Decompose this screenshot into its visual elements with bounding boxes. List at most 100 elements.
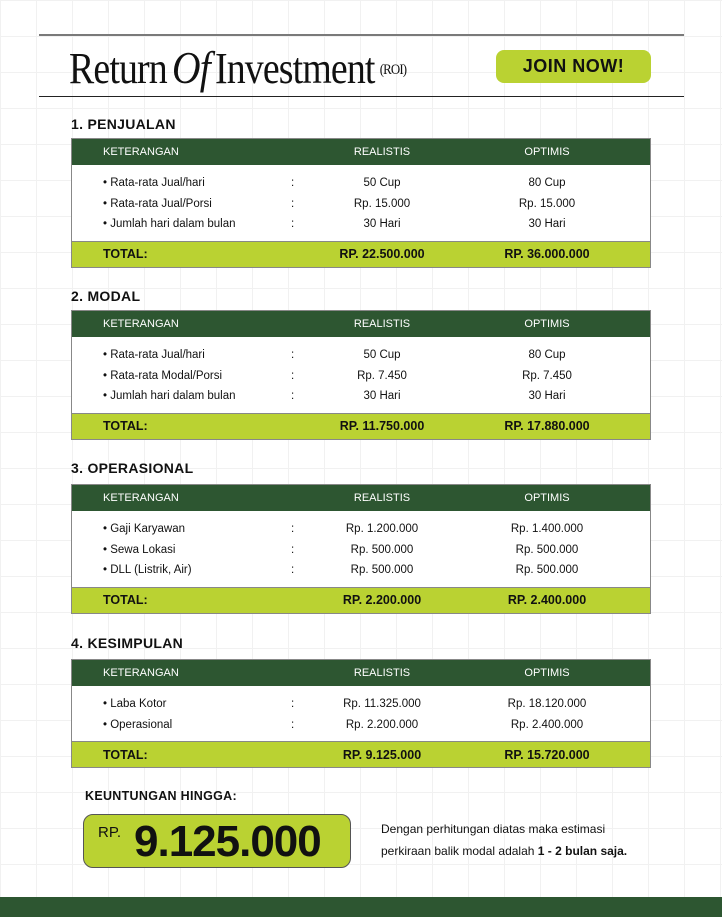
header-optimis: OPTIMIS <box>524 146 570 158</box>
table-row: • Sewa Lokasi: Rp. 500.000 Rp. 500.000 <box>72 540 650 561</box>
note-line-2: perkiraan balik modal adalah 1 - 2 bulan… <box>381 840 681 862</box>
row-realistis: Rp. 500.000 <box>350 564 414 577</box>
row-colon: : <box>291 349 295 362</box>
row-label: • DLL (Listrik, Air) <box>103 564 192 577</box>
title-investment: Investment <box>214 44 375 93</box>
table-row: • DLL (Listrik, Air): Rp. 500.000 Rp. 500.… <box>72 560 650 581</box>
total-row: TOTAL: RP. 11.750.000 RP. 17.880.000 <box>72 412 650 439</box>
total-realistis: RP. 11.750.000 <box>339 419 425 433</box>
total-label: TOTAL: <box>103 247 148 261</box>
table-operasional: KETERANGAN REALISTIS OPTIMIS • Gaji Karyawa… <box>71 484 651 614</box>
header-optimis: OPTIMIS <box>524 492 570 504</box>
row-label: • Laba Kotor <box>103 698 167 711</box>
header-realistis: REALISTIS <box>353 318 411 330</box>
row-colon: : <box>291 369 295 382</box>
row-label: • Rata-rata Jual/hari <box>103 349 205 362</box>
row-label: • Rata-rata Modal/Porsi <box>103 369 223 382</box>
total-label: TOTAL: <box>103 419 148 433</box>
header-keterangan: KETERANGAN <box>103 146 179 158</box>
row-label: • Operasional <box>103 718 173 731</box>
page-title: Return Of Investment (ROI) <box>69 40 407 97</box>
table-row: • Rata-rata Jual/Porsi: Rp. 15.000 Rp. 15.… <box>72 194 650 215</box>
total-row: TOTAL: RP. 9.125.000 RP. 15.720.000 <box>72 741 650 767</box>
total-realistis: RP. 2.200.000 <box>342 593 422 607</box>
row-label: • Jumlah hari dalam bulan <box>103 218 236 231</box>
header-rule <box>39 96 684 97</box>
row-colon: : <box>291 218 295 231</box>
row-colon: : <box>291 543 295 556</box>
row-realistis: Rp. 500.000 <box>350 543 414 556</box>
table-header: KETERANGAN REALISTIS OPTIMIS <box>72 311 650 337</box>
row-optimis: 30 Hari <box>528 390 566 403</box>
header-keterangan: KETERANGAN <box>103 667 179 679</box>
table-kesimpulan: KETERANGAN REALISTIS OPTIMIS • Laba Kotor: R… <box>71 659 651 768</box>
title-roi: (ROI) <box>379 62 407 78</box>
row-optimis: Rp. 15.000 <box>518 197 576 210</box>
row-label: • Sewa Lokasi <box>103 543 176 556</box>
row-realistis: Rp. 11.325.000 <box>343 698 421 711</box>
table-row: • Laba Kotor: Rp. 11.325.000 Rp. 18.120.00… <box>72 694 650 715</box>
row-colon: : <box>291 177 295 190</box>
section-title-kesimpulan: 4. KESIMPULAN <box>71 635 184 651</box>
note-line-1: Dengan perhitungan diatas maka estimasi <box>381 822 606 836</box>
table-row: • Rata-rata Jual/hari: 50 Cup 80 Cup <box>72 345 650 366</box>
header-optimis: OPTIMIS <box>524 667 570 679</box>
title-return: Return <box>69 44 168 93</box>
header-optimis: OPTIMIS <box>524 318 570 330</box>
table-row: • Jumlah hari dalam bulan: 30 Hari 30 Hari <box>72 214 650 235</box>
table-header: KETERANGAN REALISTIS OPTIMIS <box>72 485 650 511</box>
profit-box: RP. 9.125.000 <box>83 814 351 868</box>
table-row: • Rata-rata Modal/Porsi: Rp. 7.450 Rp. 7.4… <box>72 366 650 387</box>
row-realistis: 50 Cup <box>363 349 401 362</box>
row-label: • Gaji Karyawan <box>103 523 186 536</box>
join-now-button[interactable]: JOIN NOW! <box>496 50 651 83</box>
total-label: TOTAL: <box>103 747 148 762</box>
table-row: • Rata-rata Jual/hari: 50 Cup 80 Cup <box>72 173 650 194</box>
section-title-modal: 2. MODAL <box>71 288 141 304</box>
row-optimis: Rp. 500.000 <box>515 543 579 556</box>
total-optimis: RP. 36.000.000 <box>504 247 590 261</box>
row-realistis: Rp. 15.000 <box>353 197 411 210</box>
table-header: KETERANGAN REALISTIS OPTIMIS <box>72 139 650 165</box>
row-colon: : <box>291 523 295 536</box>
footer-bar <box>0 897 722 917</box>
top-rule <box>39 34 684 36</box>
section-title-penjualan: 1. PENJUALAN <box>71 116 176 132</box>
table-body: • Rata-rata Jual/hari:50 Cup 80 Cup • Rata… <box>72 165 650 241</box>
row-optimis: 80 Cup <box>528 349 566 362</box>
total-optimis: RP. 2.400.000 <box>507 593 587 607</box>
total-label: TOTAL: <box>103 593 148 607</box>
profit-amount: 9.125.000 <box>134 817 322 866</box>
note-prefix: perkiraan balik modal adalah <box>381 844 538 858</box>
row-colon: : <box>291 390 295 403</box>
total-optimis: RP. 17.880.000 <box>504 419 590 433</box>
payback-note: Dengan perhitungan diatas maka estimasi … <box>381 818 681 862</box>
header-realistis: REALISTIS <box>353 146 411 158</box>
total-row: TOTAL: RP. 22.500.000 RP. 36.000.000 <box>72 240 650 267</box>
table-body: • Rata-rata Jual/hari:50 Cup 80 Cup • Rata… <box>72 337 650 413</box>
header-realistis: REALISTIS <box>353 492 411 504</box>
title-of: Of <box>171 42 211 93</box>
row-realistis: 30 Hari <box>363 218 401 231</box>
row-colon: : <box>291 718 295 731</box>
row-colon: : <box>291 197 295 210</box>
header-realistis: REALISTIS <box>353 667 411 679</box>
row-optimis: Rp. 500.000 <box>515 564 579 577</box>
table-row: • Operasional: Rp. 2.200.000 Rp. 2.400.000 <box>72 715 650 736</box>
row-optimis: Rp. 18.120.000 <box>507 698 587 711</box>
total-realistis: RP. 9.125.000 <box>342 747 422 762</box>
row-label: • Jumlah hari dalam bulan <box>103 390 236 403</box>
row-optimis: 30 Hari <box>528 218 566 231</box>
total-realistis: RP. 22.500.000 <box>339 247 425 261</box>
profit-label: KEUNTUNGAN HINGGA: <box>85 789 237 803</box>
row-label: • Rata-rata Jual/hari <box>103 177 205 190</box>
header-keterangan: KETERANGAN <box>103 492 179 504</box>
row-realistis: 50 Cup <box>363 177 401 190</box>
row-realistis: Rp. 1.200.000 <box>345 523 419 536</box>
table-row: • Jumlah hari dalam bulan: 30 Hari 30 Hari <box>72 386 650 407</box>
header-keterangan: KETERANGAN <box>103 318 179 330</box>
row-optimis: Rp. 7.450 <box>522 369 572 382</box>
table-body: • Gaji Karyawan: Rp. 1.200.000 Rp. 1.400.0… <box>72 511 650 587</box>
row-realistis: Rp. 7.450 <box>357 369 407 382</box>
table-row: • Gaji Karyawan: Rp. 1.200.000 Rp. 1.400.0… <box>72 519 650 540</box>
